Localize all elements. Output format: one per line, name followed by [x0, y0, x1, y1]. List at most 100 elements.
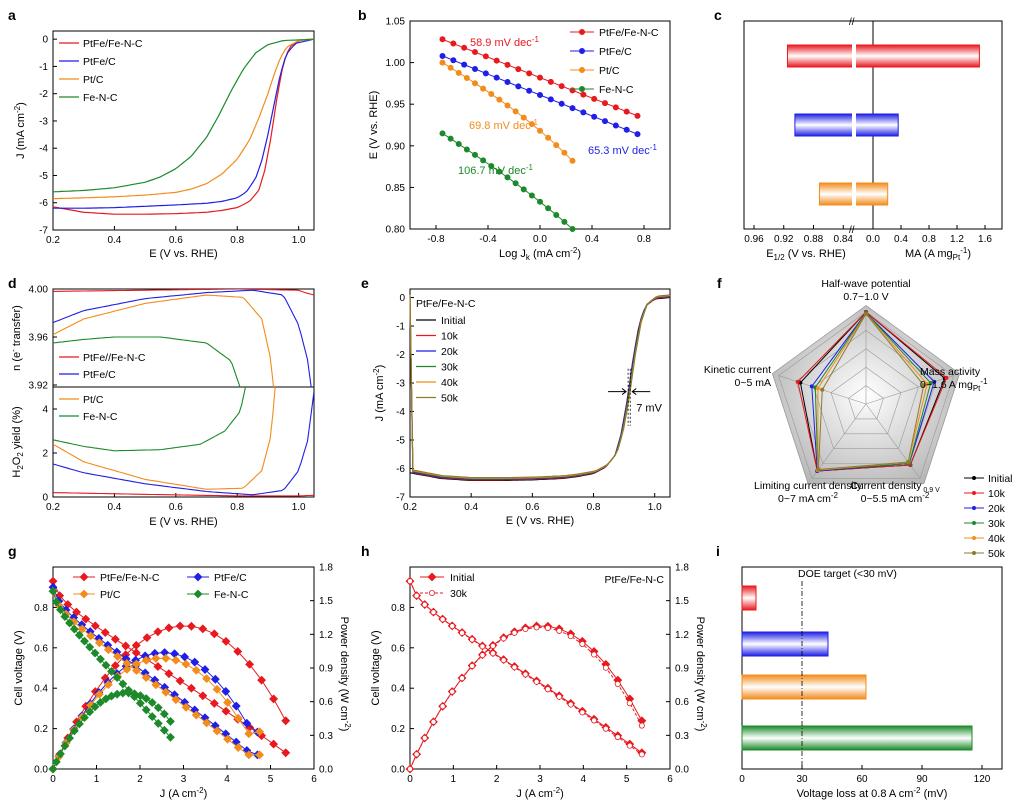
panel-c-axis-break: // — [849, 17, 855, 28]
panel-b-ytick-label: 0.85 — [386, 183, 406, 194]
panel-c-bar-break — [852, 44, 856, 68]
panel-a-ytick-label: -3 — [39, 116, 48, 127]
panel-b-slope-annotation: 69.8 mV dec-1​ — [469, 118, 538, 132]
panel-g-point — [186, 683, 196, 693]
panel-h-point — [567, 701, 574, 708]
panel-g-point — [80, 636, 89, 646]
panel-g-point — [60, 612, 70, 622]
panel-b-point — [623, 108, 630, 115]
panel-f-grid-ring — [813, 348, 919, 449]
panel-b-point — [512, 108, 519, 115]
panel-g-point — [281, 748, 291, 758]
panel-b-point — [512, 180, 519, 187]
panel-f-axis-name: Limiting current density — [754, 480, 863, 492]
panel-b-xtick-label: 0.8 — [637, 234, 651, 245]
panel-f-point — [809, 384, 814, 389]
panel-a-xtick-label: 1.0 — [292, 235, 306, 246]
panel-g-point — [223, 734, 233, 744]
panel-g-point — [141, 694, 151, 704]
panel-g-point — [170, 649, 180, 659]
panel-c-bar-1 — [794, 113, 899, 137]
panel-a-curve-3 — [52, 38, 315, 193]
panel-h-point — [579, 709, 586, 716]
panel-g-point — [141, 673, 151, 683]
panel-g-point — [257, 675, 267, 685]
panel-h-xlabel: J (A cm-2​) — [516, 786, 563, 800]
panel-letter-g: g — [8, 543, 17, 559]
panel-c-xlabel-left: E1/2​ (V vs. RHE) — [766, 248, 846, 262]
panel-e-xtick-label: 0.2 — [403, 502, 417, 513]
panel-i-xtick-label: 60 — [856, 774, 868, 785]
panel-b-point — [488, 162, 495, 169]
panel-f-point — [921, 383, 926, 388]
panel-h-point — [556, 693, 563, 700]
panel-b-point — [471, 49, 478, 56]
panel-g-point — [180, 652, 190, 662]
panel-i-xtick-label: 0 — [739, 774, 745, 785]
panel-h-xtick-label: 1 — [451, 774, 457, 785]
panel-g-xtick-label: 5 — [268, 774, 274, 785]
panel-h-point — [413, 751, 420, 758]
panel-b-point — [482, 53, 489, 60]
panel-f-legend-marker — [972, 551, 976, 555]
panel-h-y2tick-label: 1.8 — [675, 563, 689, 574]
panel-i-axes — [741, 566, 1003, 770]
panel-h-point — [500, 635, 507, 642]
panel-g-y2tick-label: 0.9 — [319, 664, 333, 675]
panel-g-point — [171, 655, 181, 665]
panel-g-point — [191, 665, 201, 675]
panel-b-point — [569, 225, 576, 232]
panel-e-ytick-label: -7 — [396, 493, 405, 504]
panel-g-point — [161, 687, 171, 697]
panel-g-point — [132, 659, 141, 669]
panel-b-point — [455, 141, 462, 148]
panel-g-point — [223, 698, 233, 707]
panel-g-point — [175, 676, 185, 686]
panel-b-point — [580, 109, 587, 116]
panel-g-point — [171, 695, 181, 705]
panel-i-xtick-label: 90 — [916, 774, 928, 785]
panel-g-point — [159, 725, 169, 735]
panel-g-xtick-label: 2 — [137, 774, 143, 785]
panel-g-point — [141, 655, 151, 665]
panel-b-point — [455, 69, 462, 76]
panel-b-legend-label: Pt/C — [599, 65, 620, 77]
panel-g-point — [159, 709, 169, 719]
panel-g-point — [153, 662, 163, 671]
panel-h-point — [567, 633, 574, 640]
panel-g-point — [74, 630, 84, 640]
panel-c-bar-break — [852, 182, 856, 206]
panel-h-y2tick-label: 0.0 — [675, 765, 689, 776]
panel-f-legend-marker — [972, 476, 976, 480]
panel-g-point — [95, 654, 105, 664]
panel-g-point — [209, 698, 219, 708]
panel-d-legend-label: Pt/C — [83, 394, 104, 406]
panel-g-point — [129, 689, 139, 699]
panel-c-xtick-label: 0.88 — [804, 234, 824, 245]
panel-d-ytick-label: 4.00 — [29, 285, 49, 296]
panel-a-legend-label: PtFe/Fe-N-C — [83, 38, 143, 50]
panel-e-ytick-label: -5 — [396, 436, 405, 447]
panel-a-xtick-label: 0.4 — [107, 235, 121, 246]
panel-g-y2label: Power density (W cm-2​) — [338, 617, 352, 732]
panel-g-point — [255, 750, 265, 760]
panel-g-xtick-label: 3 — [181, 774, 187, 785]
panel-i-target-label: DOE target (<30 mV) — [798, 568, 897, 580]
panel-a-ytick-label: -2 — [39, 89, 48, 100]
panel-h-point — [489, 642, 496, 649]
panel-b-ytick-label: 0.90 — [386, 141, 406, 152]
panel-b-point — [553, 142, 560, 149]
panel-a-ytick-label: -1 — [39, 62, 48, 73]
panel-g-point — [181, 659, 191, 669]
panel-f-legend-label: 20k — [988, 503, 1006, 515]
panel-g-point — [153, 718, 163, 728]
panel-h-point — [579, 640, 586, 647]
panel-g-point — [191, 710, 201, 720]
panel-h-legend-marker — [428, 590, 435, 597]
panel-h-point — [638, 751, 645, 758]
panel-g-voltage-curve-1 — [52, 587, 258, 756]
panel-g-legend-label: PtFe/Fe-N-C — [100, 572, 160, 584]
panel-d-ytick-label: 0 — [42, 493, 48, 504]
panel-c-xtick-label: 0.8 — [922, 234, 936, 245]
